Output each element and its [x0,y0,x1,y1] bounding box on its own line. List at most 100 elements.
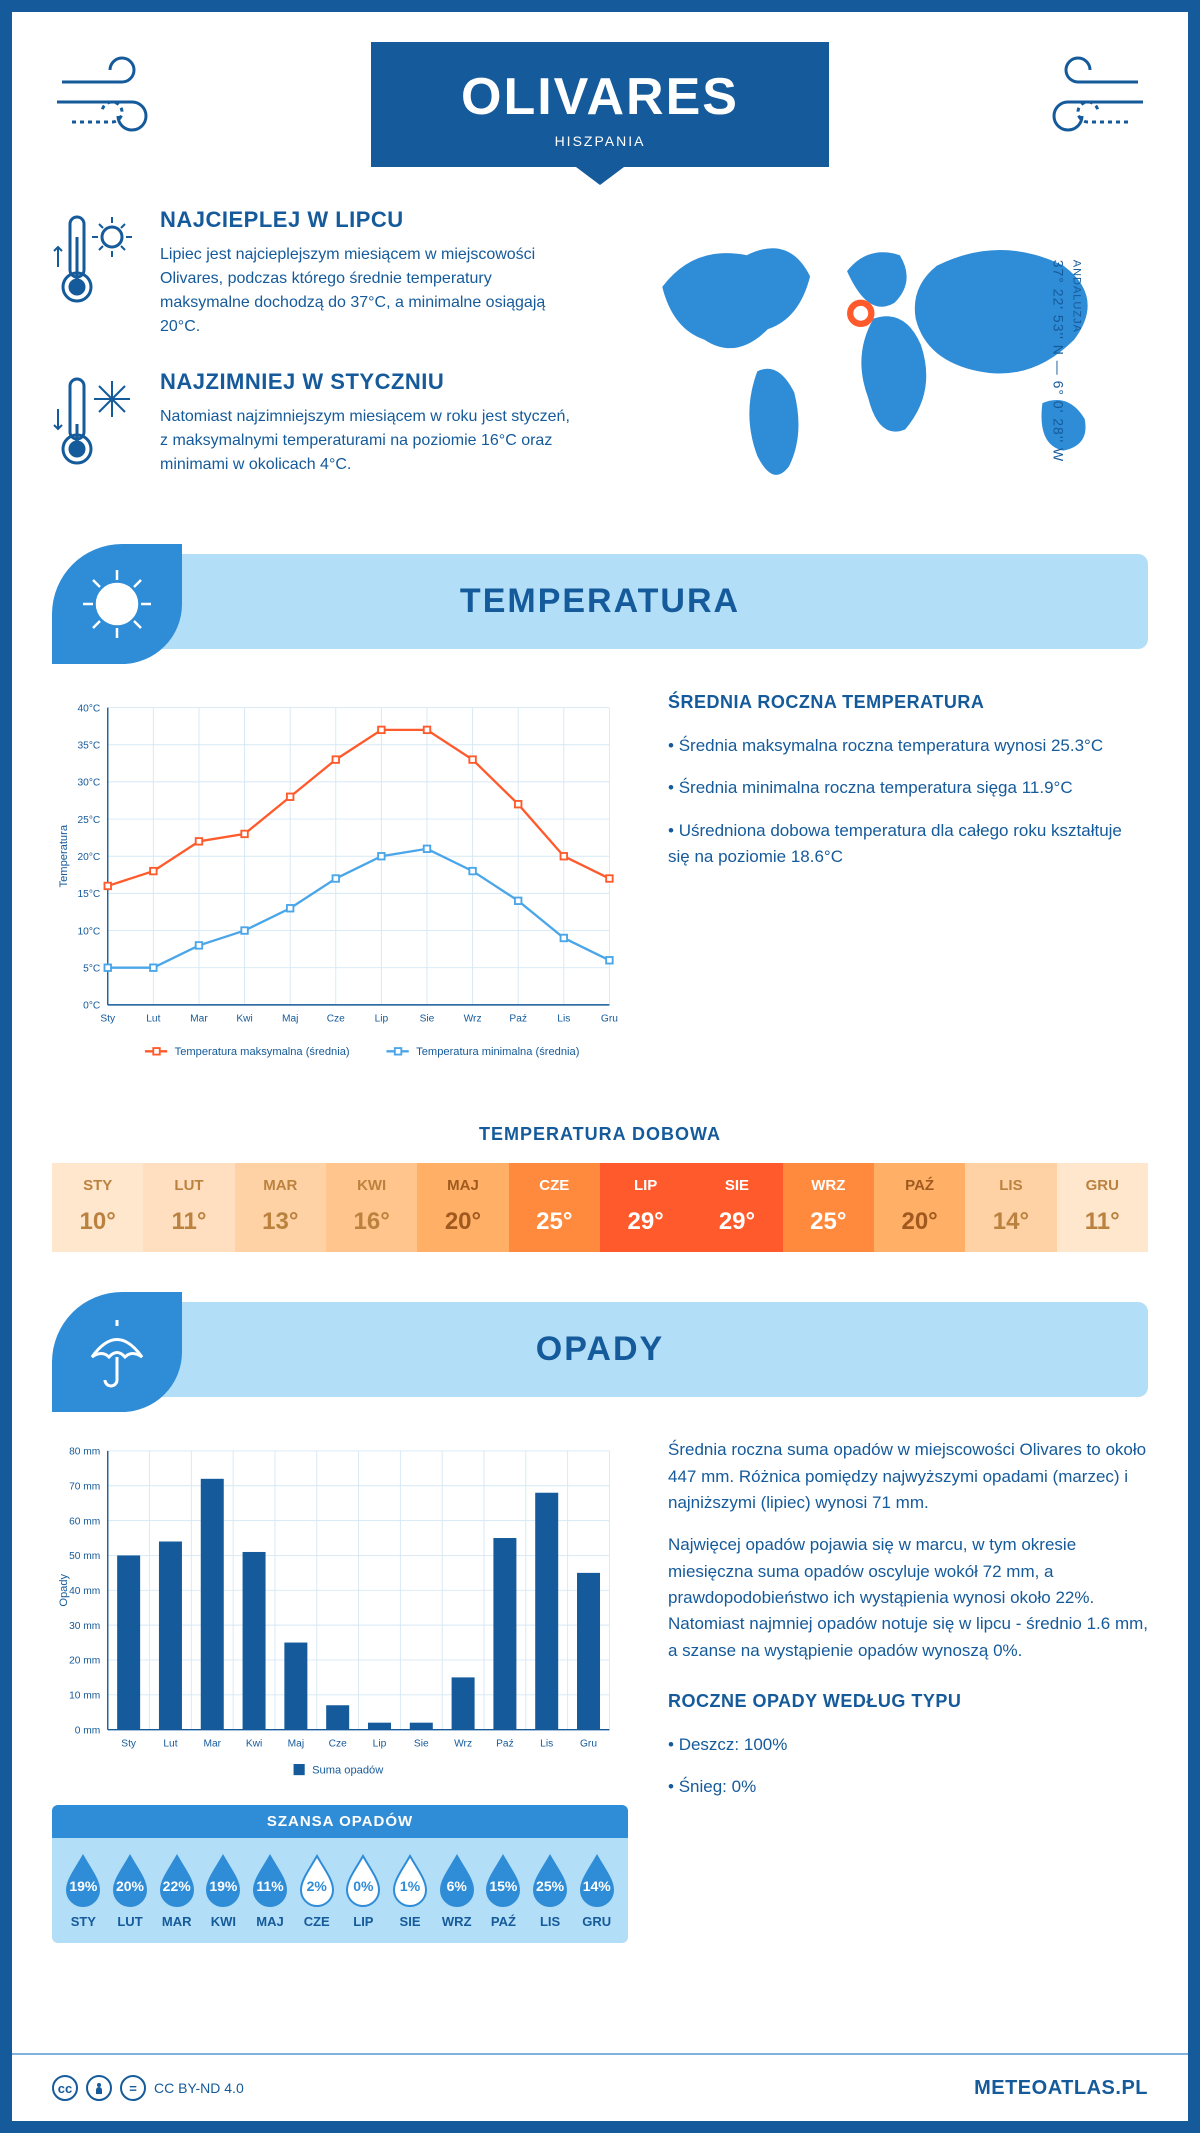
svg-text:Sie: Sie [420,1014,435,1025]
temperature-summary: ŚREDNIA ROCZNA TEMPERATURA • Średnia mak… [668,689,1148,1084]
page-title: OLIVARES [461,67,739,127]
precip-type-0: • Deszcz: 100% [668,1732,1148,1758]
temperature-title: TEMPERATURA [460,582,740,620]
raindrop-icon: 19% [61,1852,105,1908]
svg-text:15°C: 15°C [78,889,101,900]
chance-cell: 11% MAJ [247,1852,294,1929]
svg-text:20°C: 20°C [78,852,101,863]
chance-cell: 6% WRZ [433,1852,480,1929]
precip-para-0: Średnia roczna suma opadów w miejscowośc… [668,1437,1148,1516]
chance-title: SZANSA OPADÓW [52,1805,628,1838]
precip-para-1: Najwięcej opadów pojawia się w marcu, w … [668,1532,1148,1664]
by-icon [86,2075,112,2101]
temp-cell: KWI16° [326,1163,417,1252]
precip-summary: Średnia roczna suma opadów w miejscowośc… [668,1437,1148,1943]
temperature-chart: 0°C5°C10°C15°C20°C25°C30°C35°C40°CStyLut… [52,689,628,1084]
raindrop-icon: 11% [248,1852,292,1908]
temp-bullet-2: • Uśredniona dobowa temperatura dla całe… [668,818,1148,871]
chance-cell: 2% CZE [293,1852,340,1929]
svg-text:40 mm: 40 mm [69,1586,100,1597]
temp-summary-title: ŚREDNIA ROCZNA TEMPERATURA [668,689,1148,717]
warmest-text: Lipiec jest najcieplejszym miesiącem w m… [160,243,580,339]
svg-text:Maj: Maj [282,1014,298,1025]
chance-cell: 22% MAR [153,1852,200,1929]
thermometer-sun-icon [52,207,142,339]
precip-chart-box: 0 mm10 mm20 mm30 mm40 mm50 mm60 mm70 mm8… [52,1437,628,1943]
svg-text:80 mm: 80 mm [69,1447,100,1458]
svg-text:Cze: Cze [327,1014,345,1025]
temp-cell: GRU11° [1057,1163,1148,1252]
svg-text:Opady: Opady [58,1574,70,1607]
svg-text:Lut: Lut [146,1014,160,1025]
svg-text:Mar: Mar [190,1014,208,1025]
svg-text:Wrz: Wrz [464,1014,482,1025]
svg-text:30°C: 30°C [78,778,101,789]
svg-text:Sie: Sie [414,1739,429,1750]
precip-chart: 0 mm10 mm20 mm30 mm40 mm50 mm60 mm70 mm8… [52,1437,628,1790]
temp-cell: STY10° [52,1163,143,1252]
svg-text:Kwi: Kwi [246,1739,262,1750]
temp-cell: CZE25° [509,1163,600,1252]
svg-text:30 mm: 30 mm [69,1621,100,1632]
precip-section-bar: OPADY [52,1302,1148,1397]
coords-value: 37° 22' 53'' N — 6° 0' 28'' W [1051,259,1067,462]
svg-text:Lut: Lut [163,1739,177,1750]
coldest-text: Natomiast najzimniejszym miesiącem w rok… [160,405,580,477]
raindrop-icon: 2% [295,1852,339,1908]
raindrop-icon: 1% [388,1852,432,1908]
svg-text:Paź: Paź [509,1014,527,1025]
temp-cell: MAR13° [235,1163,326,1252]
svg-text:Lip: Lip [375,1014,389,1025]
precip-type-1: • Śnieg: 0% [668,1774,1148,1800]
temp-cell: PAŹ20° [874,1163,965,1252]
svg-text:Lis: Lis [557,1014,570,1025]
temp-cell: MAJ20° [417,1163,508,1252]
raindrop-icon: 0% [341,1852,385,1908]
warmest-title: NAJCIEPLEJ W LIPCU [160,207,580,233]
raindrop-icon: 25% [528,1852,572,1908]
temp-cell: WRZ25° [783,1163,874,1252]
title-banner: OLIVARES HISZPANIA [371,42,829,167]
chance-cell: 19% KWI [200,1852,247,1929]
svg-text:25°C: 25°C [78,815,101,826]
umbrella-icon [52,1292,182,1412]
page-subtitle: HISZPANIA [461,133,739,149]
precip-type-title: ROCZNE OPADY WEDŁUG TYPU [668,1688,1148,1716]
chance-cell: 15% PAŹ [480,1852,527,1929]
temp-cell: LIS14° [965,1163,1056,1252]
warmest-block: NAJCIEPLEJ W LIPCU Lipiec jest najcieple… [52,207,580,339]
cc-icon: cc [52,2075,78,2101]
svg-text:35°C: 35°C [78,740,101,751]
svg-text:Cze: Cze [329,1739,347,1750]
svg-text:Lip: Lip [373,1739,387,1750]
svg-text:40°C: 40°C [78,703,101,714]
raindrop-icon: 19% [201,1852,245,1908]
raindrop-icon: 15% [481,1852,525,1908]
license: cc = CC BY-ND 4.0 [52,2075,244,2101]
temp-cell: LUT11° [143,1163,234,1252]
chance-cell: 1% SIE [387,1852,434,1929]
chance-cell: 25% LIS [527,1852,574,1929]
raindrop-icon: 22% [155,1852,199,1908]
coldest-title: NAJZIMNIEJ W STYCZNIU [160,369,580,395]
svg-text:Mar: Mar [203,1739,221,1750]
temp-bullet-0: • Średnia maksymalna roczna temperatura … [668,733,1148,759]
nd-icon: = [120,2075,146,2101]
temp-cell: SIE29° [691,1163,782,1252]
svg-text:50 mm: 50 mm [69,1551,100,1562]
temperature-section-bar: TEMPERATURA [52,554,1148,649]
svg-text:Temperatura: Temperatura [58,824,70,887]
svg-text:5°C: 5°C [83,963,100,974]
svg-text:Temperatura minimalna (średnia: Temperatura minimalna (średnia) [416,1046,580,1058]
daily-temp-strip: STY10°LUT11°MAR13°KWI16°MAJ20°CZE25°LIP2… [52,1163,1148,1252]
chance-cell: 20% LUT [107,1852,154,1929]
coordinates: ANDALUZJA 37° 22' 53'' N — 6° 0' 28'' W [1051,259,1083,462]
region-label: ANDALUZJA [1071,259,1083,462]
svg-text:Maj: Maj [288,1739,304,1750]
svg-text:Suma opadów: Suma opadów [312,1764,384,1776]
svg-text:Sty: Sty [121,1739,137,1750]
raindrop-icon: 20% [108,1852,152,1908]
world-map: ANDALUZJA 37° 22' 53'' N — 6° 0' 28'' W [620,207,1148,514]
temp-cell: LIP29° [600,1163,691,1252]
svg-text:Kwi: Kwi [236,1014,252,1025]
